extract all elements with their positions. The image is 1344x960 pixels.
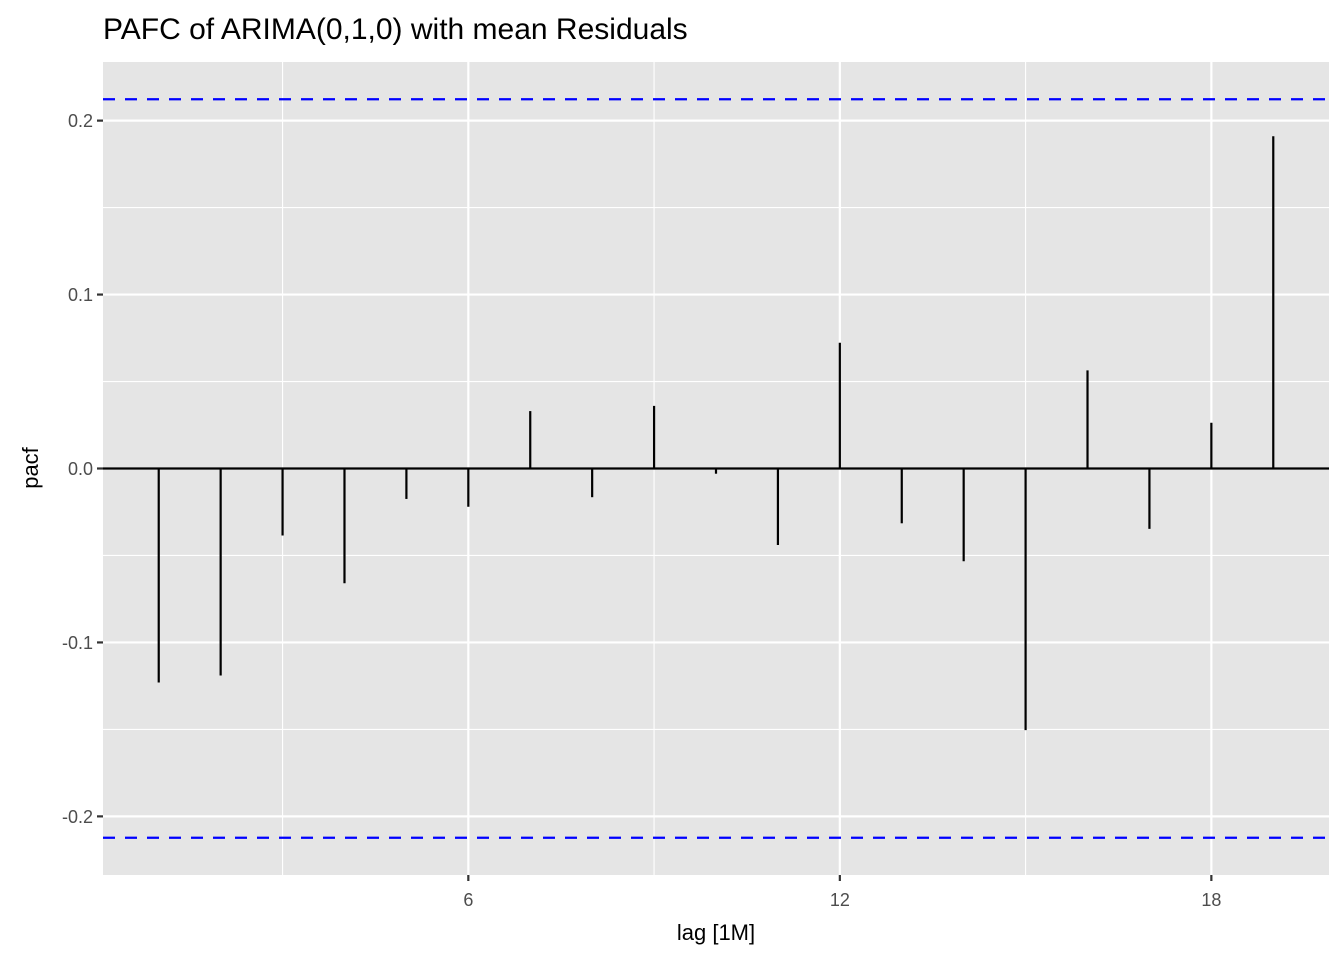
y-tick-label: -0.2 [62,807,93,827]
y-tick-label: 0.1 [68,285,93,305]
y-tick-label: -0.1 [62,633,93,653]
x-axis: 6 12 18 [463,875,1221,910]
pacf-spikes [157,136,1275,731]
x-tick-label: 18 [1201,890,1221,910]
y-tick-label: 0.2 [68,111,93,131]
y-axis: -0.2 -0.1 0.0 0.1 0.2 [62,111,103,827]
x-tick-label: 6 [463,890,473,910]
y-axis-title: pacf [18,446,43,488]
x-axis-title: lag [1M] [677,920,755,945]
y-tick-label: 0.0 [68,459,93,479]
chart-title: PAFC of ARIMA(0,1,0) with mean Residuals [103,13,688,46]
confidence-bounds [103,98,1329,839]
x-tick-label: 12 [830,890,850,910]
